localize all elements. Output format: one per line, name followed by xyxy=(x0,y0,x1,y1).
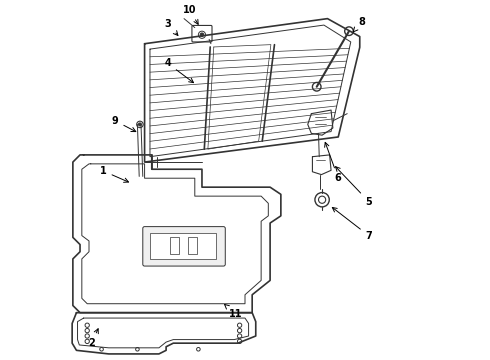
Circle shape xyxy=(200,33,204,37)
Text: 1: 1 xyxy=(100,166,128,182)
Text: 5: 5 xyxy=(336,167,372,207)
Bar xyxy=(170,237,179,253)
Bar xyxy=(150,233,216,259)
Text: 4: 4 xyxy=(165,58,194,83)
FancyBboxPatch shape xyxy=(143,226,225,266)
Text: 6: 6 xyxy=(325,143,342,183)
Text: 3: 3 xyxy=(165,19,178,35)
Text: 8: 8 xyxy=(353,17,365,32)
Text: 11: 11 xyxy=(224,305,243,319)
Text: 9: 9 xyxy=(112,116,136,132)
Bar xyxy=(188,237,196,253)
Text: 7: 7 xyxy=(332,207,372,240)
Text: 2: 2 xyxy=(88,329,98,348)
FancyBboxPatch shape xyxy=(192,26,212,42)
Circle shape xyxy=(139,123,141,126)
Text: 10: 10 xyxy=(183,5,198,24)
